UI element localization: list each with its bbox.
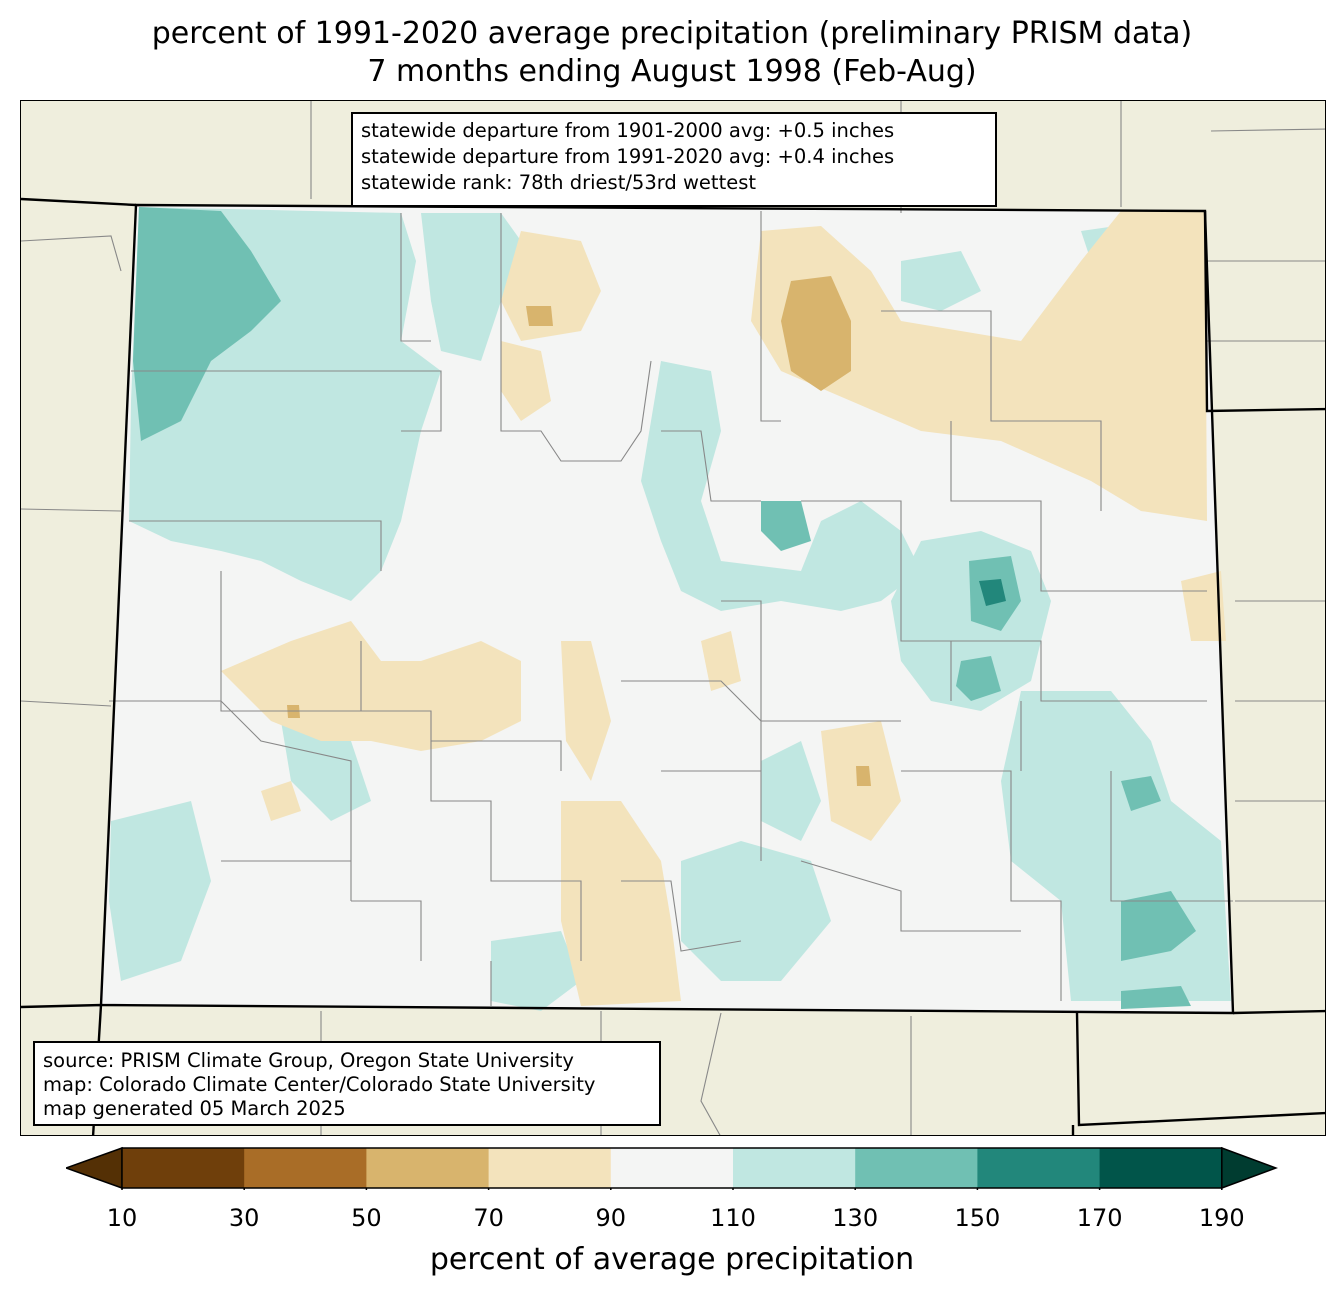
colorbar-tick-label: 50 [351, 1204, 382, 1232]
stats-line-2: statewide departure from 1991-2020 avg: … [361, 145, 895, 168]
source-line-2: map: Colorado Climate Center/Colorado St… [43, 1073, 596, 1096]
colorbar-tick-label: 90 [595, 1204, 627, 1232]
below-normal-regions [221, 211, 1226, 1006]
source-line-3: map generated 05 March 2025 [43, 1097, 346, 1120]
colorbar-segment [1099, 1148, 1223, 1188]
very-wet-spot [979, 579, 1006, 606]
dry-regions [287, 276, 871, 786]
colorbar-tick-label: 10 [106, 1204, 138, 1232]
colorbar [66, 1146, 1278, 1190]
source-box: source: PRISM Climate Group, Oregon Stat… [33, 1041, 661, 1126]
colorbar-tick-label: 110 [710, 1204, 756, 1232]
colorbar-segment [610, 1148, 734, 1188]
stats-line-1: statewide departure from 1901-2000 avg: … [361, 119, 895, 142]
colorbar-segment [488, 1148, 612, 1188]
colorbar-tick-label: 130 [832, 1204, 879, 1232]
colorbar-segment [366, 1148, 490, 1188]
map-title-line2: 7 months ending August 1998 (Feb-Aug) [367, 54, 977, 89]
stats-line-3: statewide rank: 78th driest/53rd wettest [361, 171, 757, 194]
precipitation-map: statewide departure from 1901-2000 avg: … [20, 100, 1326, 1136]
colorbar-border [121, 1147, 1223, 1189]
colorbar-tick-label: 190 [1198, 1204, 1245, 1232]
county-boundaries [109, 211, 1233, 1006]
colorbar-tick-label: 70 [473, 1204, 504, 1232]
statewide-stats-box: statewide departure from 1901-2000 avg: … [351, 112, 997, 207]
colorbar-extend-low [66, 1146, 123, 1190]
map-title-line1: percent of 1991-2020 average precipitati… [151, 16, 1193, 51]
colorbar-segment [733, 1148, 856, 1188]
colorbar-segment [122, 1148, 245, 1188]
colorbar-segment [244, 1148, 367, 1188]
colorbar-extend-high [1221, 1146, 1278, 1190]
colorbar-segment [977, 1148, 1101, 1188]
colorbar-label: percent of average precipitation [429, 1242, 915, 1277]
colorbar-tick-label: 30 [228, 1204, 260, 1232]
wet-regions [133, 207, 1196, 1009]
source-line-1: source: PRISM Climate Group, Oregon Stat… [43, 1049, 574, 1072]
colorbar-segment [855, 1148, 978, 1188]
colorbar-tick-label: 170 [1076, 1204, 1123, 1232]
colorbar-tick-label: 150 [954, 1204, 1001, 1232]
map-canvas [21, 101, 1325, 1135]
